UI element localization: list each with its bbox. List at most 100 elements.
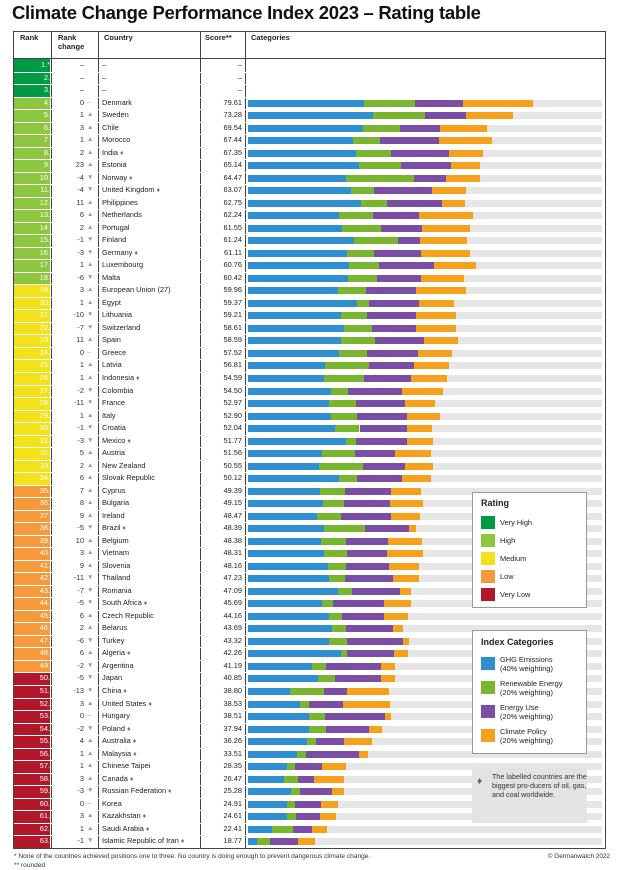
header-categories: Categories (251, 33, 290, 42)
climate-policy-segment (393, 625, 404, 633)
down-arrow-icon: ▼ (87, 636, 94, 644)
energy-use-segment (345, 575, 394, 583)
country-name: Greece (102, 347, 127, 357)
climate-policy-segment (369, 725, 382, 733)
bar-track (248, 550, 602, 558)
ghg-segment (248, 149, 356, 157)
score-cell: 62.75 (223, 197, 243, 207)
rank-change: -11 (73, 398, 84, 408)
climate-policy-segment (358, 750, 368, 758)
down-arrow-icon: ▼ (87, 399, 94, 407)
renewable-segment (329, 612, 343, 620)
score-cell: 40.85 (223, 673, 243, 683)
score-cell: 54.50 (223, 385, 243, 395)
score-cell: 59.21 (223, 310, 243, 320)
climate-policy-segment (319, 813, 337, 821)
renewable-segment (318, 675, 336, 683)
up-arrow-icon: ▲ (87, 699, 94, 707)
rating-band-low (14, 572, 50, 586)
rank-cell: 7. (43, 135, 50, 145)
country-name: – (102, 72, 107, 82)
rating-band-very-low (14, 710, 50, 724)
rating-band-low (14, 534, 50, 548)
rank-change: 1 (79, 260, 84, 270)
rank-cell: 21. (39, 310, 50, 320)
country-name: Sweden (102, 110, 129, 120)
rank-change: 23 (75, 160, 84, 170)
rank-cell: 24. (39, 347, 50, 357)
row-separator (14, 234, 605, 236)
climate-policy-segment (421, 274, 465, 282)
down-arrow-icon: ▼ (87, 236, 94, 244)
down-arrow-icon: ▼ (87, 787, 94, 795)
flame-icon: ♦ (125, 650, 131, 658)
renewable-segment (329, 575, 345, 583)
climate-policy-segment (401, 475, 431, 483)
ghg-segment (248, 362, 326, 370)
renewable-segment (363, 99, 416, 107)
rank-change: 3 (79, 773, 84, 783)
energy-use-segment (372, 212, 419, 220)
energy-use-segment (359, 425, 407, 433)
row-separator (14, 447, 605, 449)
row-separator (14, 321, 605, 323)
climate-policy-segment (416, 287, 467, 295)
down-arrow-icon: ▼ (87, 524, 94, 532)
score-cell: 60.42 (223, 272, 243, 282)
down-arrow-icon: ▼ (87, 574, 94, 582)
row-separator (14, 134, 605, 136)
energy-use-segment (375, 337, 424, 345)
energy-use-segment (346, 625, 394, 633)
ghg-segment (248, 725, 309, 733)
flame-icon: ♦ (118, 149, 124, 157)
rating-band-high (14, 246, 50, 260)
score-cell: 28.35 (223, 761, 243, 771)
rank-change: -7 (77, 585, 84, 595)
rank-change: 6 (79, 473, 84, 483)
category-legend-weighting: (20% weighting) (500, 736, 553, 745)
rating-band-very-low (14, 735, 50, 749)
climate-policy-segment (413, 362, 449, 370)
ghg-segment (248, 763, 287, 771)
ghg-segment (248, 262, 350, 270)
country-name: Turkey (102, 635, 125, 645)
renewable-segment (272, 825, 294, 833)
renewable-segment (324, 550, 348, 558)
rank-cell: 13. (39, 210, 50, 220)
row-separator (14, 697, 605, 699)
country-name: – (102, 60, 107, 69)
rank-cell: 8. (43, 147, 50, 157)
row-separator (14, 509, 605, 511)
country-name: Chinese Taipei (102, 761, 151, 771)
score-cell: 63.07 (223, 185, 243, 195)
rank-cell: 56. (39, 748, 50, 758)
row-separator (14, 760, 605, 762)
energy-use-segment (347, 550, 388, 558)
up-arrow-icon: ▲ (87, 123, 94, 131)
rating-band-high (14, 96, 50, 110)
rank-cell: 48. (39, 648, 50, 658)
renewable-segment (306, 738, 316, 746)
score-cell: 44.16 (223, 610, 243, 620)
climate-policy-segment (419, 237, 468, 245)
bar-track (248, 587, 602, 595)
bar-track (248, 713, 602, 721)
ghg-segment (248, 187, 351, 195)
flame-icon: ♦ (121, 688, 127, 695)
down-arrow-icon: ▼ (87, 186, 94, 194)
rating-band-very-low (14, 810, 50, 824)
flame-icon: ♦ (120, 525, 127, 533)
energy-use-segment (340, 512, 391, 520)
ghg-segment (248, 99, 364, 107)
row-separator (14, 835, 605, 837)
energy-use-segment (343, 500, 390, 508)
energy-use-segment (355, 400, 405, 408)
ghg-segment (248, 612, 330, 620)
score-cell: 61.55 (223, 222, 243, 232)
score-cell: 62.24 (223, 210, 243, 220)
rating-band-very-high (14, 84, 50, 98)
category-legend-label: Climate Policy (500, 727, 547, 736)
down-arrow-icon: ▼ (87, 323, 94, 331)
renewable-segment (290, 688, 325, 695)
ghg-segment (248, 249, 347, 257)
